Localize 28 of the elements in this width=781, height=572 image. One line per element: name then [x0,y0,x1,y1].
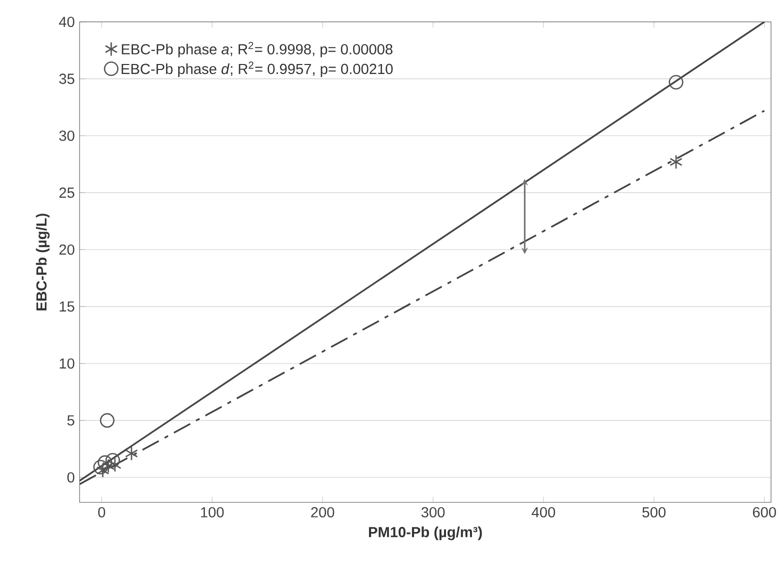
y-axis-title: EBC-Pb (µg/L) [36,214,50,310]
y-tick-label: 30 [59,130,74,141]
point [102,458,115,474]
x-tick-label: 200 [311,507,334,518]
y-tick-label: 0 [67,472,74,483]
point [105,452,120,468]
x-axis-title: PM10-Pb (µg/m³) [368,526,482,540]
x-tick-label: 300 [421,507,445,518]
point [96,463,110,478]
point [668,74,684,90]
y-tick-label: 5 [67,415,74,426]
y-tick-label: 40 [59,16,74,28]
x-tick-label: 0 [98,507,106,518]
point [670,154,682,170]
x-tick-label: 100 [201,507,224,518]
y-tick-label: 15 [60,301,74,312]
legend-label: EBC-Pb phase a; R$^{2}$= 0.9998, p= 0.00008 [122,42,392,58]
point [100,413,115,428]
y-tick-label: 20 [59,244,74,255]
point [125,446,138,461]
point [93,460,108,474]
y-tick-label: 25 [59,188,74,198]
x-tick-label: 400 [532,507,556,518]
x-tick-label: 600 [752,507,776,518]
y-tick-label: 10 [60,358,74,369]
y-tick-label: 35 [59,74,74,84]
legend-label: EBC-Pb phase d; R$^{2}$= 0.9957, p= 0.00210 [122,62,393,77]
x-tick-label: 500 [642,507,666,518]
